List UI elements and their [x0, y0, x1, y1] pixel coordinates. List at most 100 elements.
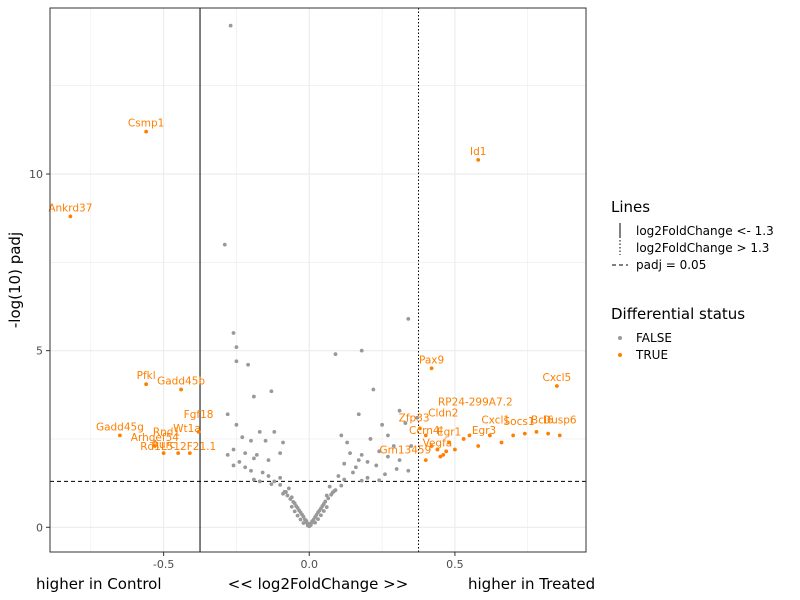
y-tick-label: 0: [36, 521, 43, 534]
legend-lines-title: Lines: [611, 198, 650, 216]
data-point-false: [359, 478, 364, 483]
gene-label: Bcl6: [531, 414, 554, 426]
data-point-false: [272, 479, 277, 484]
gene-label: Cxcl1: [481, 414, 510, 426]
data-point-false: [266, 474, 271, 478]
gene-label: Rnd1: [153, 427, 180, 439]
data-point-false: [225, 412, 230, 417]
data-point-false: [386, 454, 390, 459]
data-point-false: [282, 490, 287, 494]
data-point-true: [187, 451, 192, 455]
data-point-false: [285, 493, 290, 498]
data-point-false: [295, 513, 300, 518]
data-point-true: [546, 431, 551, 436]
data-point-false: [237, 460, 242, 464]
data-point-false: [252, 456, 256, 461]
gene-label: Gm13459: [380, 444, 432, 456]
data-point-true: [196, 429, 201, 434]
data-point-false: [368, 437, 373, 441]
legend-lines-item: log2FoldChange > 1.3: [636, 241, 769, 255]
data-point-true: [522, 431, 527, 436]
data-point-false: [386, 433, 390, 438]
data-point-false: [377, 478, 382, 483]
data-point-false: [252, 394, 256, 399]
axis-ticks: -0.5 0.0 0.5 0 5 10: [29, 168, 464, 571]
data-point-false: [324, 493, 329, 498]
data-point-false: [391, 444, 396, 448]
data-point-true: [476, 444, 481, 448]
data-point-false: [231, 447, 236, 452]
gene-label: Fgf18: [184, 409, 214, 421]
data-point-false: [359, 348, 364, 353]
data-point-true: [429, 366, 434, 371]
data-point-true: [176, 451, 181, 455]
data-point-false: [222, 242, 227, 247]
data-point-false: [383, 472, 387, 477]
gene-label: Gadd45b: [157, 376, 205, 388]
data-point-false: [316, 510, 320, 515]
data-point-true: [499, 440, 504, 445]
data-point-false: [356, 458, 361, 463]
point-labels: Csmp1 Ankrd37 Id1 Pax9 Cxcl5 Pfkl Gadd45b Fgf18…: [48, 118, 577, 457]
data-point-false: [403, 421, 408, 425]
data-point-false: [243, 465, 248, 470]
data-point-false: [257, 429, 262, 434]
data-point-false: [339, 483, 344, 488]
data-point-true: [487, 433, 492, 438]
points-false-series: [222, 23, 419, 529]
data-point-true: [441, 452, 446, 457]
data-point-false: [380, 422, 384, 427]
gene-label: RP24-299A7.2: [438, 397, 513, 409]
legend-lines-item: padj = 0.05: [636, 258, 706, 272]
data-point-false: [365, 475, 370, 480]
data-point-false: [281, 440, 285, 445]
y-axis-title: -log(10) padj: [6, 232, 24, 328]
data-point-false: [234, 422, 239, 427]
data-point-true: [554, 384, 559, 388]
data-point-false: [397, 408, 402, 413]
gene-label: Arhgef54: [131, 432, 179, 444]
gene-label: Id1: [470, 146, 486, 158]
data-point-true: [68, 214, 73, 219]
data-point-true: [453, 447, 457, 452]
gene-label: Rd1L512F21.1: [140, 441, 216, 453]
data-point-false: [345, 440, 350, 445]
gene-label: Csmp1: [128, 118, 164, 130]
data-point-false: [234, 359, 239, 364]
gene-label: Dusp6: [543, 414, 577, 426]
data-point-false: [308, 523, 313, 528]
data-point-true: [534, 429, 539, 434]
data-point-false: [336, 474, 341, 478]
data-point-false: [289, 504, 294, 509]
x-axis-title: << log2FoldChange >>: [228, 575, 409, 593]
data-point-false: [240, 435, 245, 440]
data-point-false: [397, 458, 402, 463]
data-point-false: [298, 517, 303, 522]
data-point-true: [418, 426, 422, 431]
legend-status-item: FALSE: [636, 331, 672, 345]
data-point-false: [269, 482, 274, 487]
data-point-false: [295, 505, 300, 510]
data-point-false: [278, 475, 283, 480]
data-point-false: [333, 352, 338, 357]
data-point-true: [557, 433, 562, 438]
data-point-false: [342, 477, 347, 482]
legend-key-false: [618, 336, 622, 340]
data-point-true: [144, 382, 149, 387]
data-point-false: [406, 468, 411, 473]
data-point-false: [394, 467, 399, 471]
data-point-true: [511, 433, 516, 438]
data-point-false: [319, 506, 323, 511]
points-true-series: [68, 129, 562, 463]
gene-label: Aurc: [152, 439, 176, 451]
legend-status-item: TRUE: [635, 348, 668, 362]
data-point-false: [377, 449, 382, 454]
data-point-true: [161, 451, 166, 455]
data-point-false: [327, 484, 332, 489]
gene-label: Egr3: [472, 425, 496, 437]
data-point-false: [298, 510, 303, 515]
data-point-false: [329, 492, 334, 497]
data-point-true: [429, 444, 434, 448]
data-point-false: [409, 444, 414, 448]
